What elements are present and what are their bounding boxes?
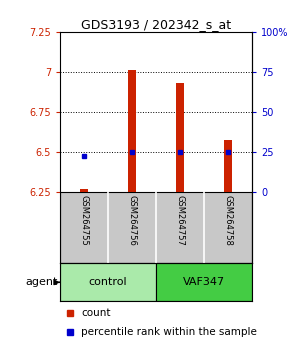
Text: percentile rank within the sample: percentile rank within the sample <box>81 327 257 337</box>
Text: GSM264755: GSM264755 <box>80 195 88 245</box>
Bar <box>60 192 252 263</box>
Bar <box>176 83 184 192</box>
Bar <box>60 263 156 301</box>
Bar <box>80 189 88 192</box>
Text: GSM264758: GSM264758 <box>224 195 232 246</box>
Text: agent: agent <box>25 277 58 287</box>
Text: GSM264757: GSM264757 <box>176 195 184 246</box>
Bar <box>224 141 232 192</box>
Title: GDS3193 / 202342_s_at: GDS3193 / 202342_s_at <box>81 18 231 31</box>
Text: count: count <box>81 308 111 318</box>
Text: GSM264756: GSM264756 <box>128 195 136 246</box>
Text: control: control <box>89 277 127 287</box>
Bar <box>128 70 136 192</box>
Bar <box>156 263 252 301</box>
Text: VAF347: VAF347 <box>183 277 225 287</box>
